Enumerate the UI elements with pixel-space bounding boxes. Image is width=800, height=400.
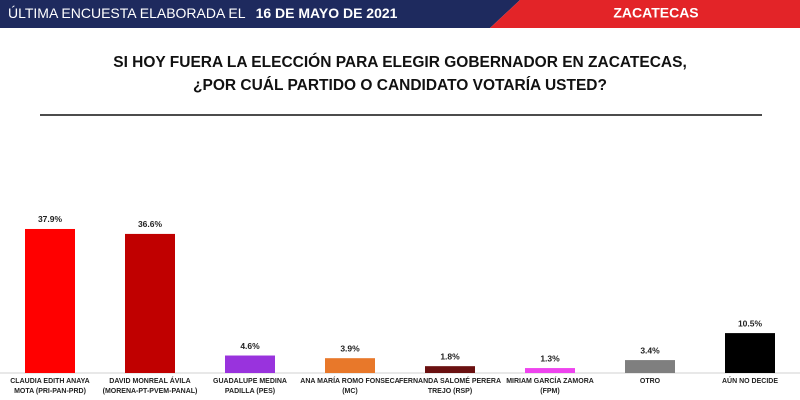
x-tick-label: CLAUDIA EDITH ANAYA <box>10 378 89 385</box>
chart-title: SI HOY FUERA LA ELECCIÓN PARA ELEGIR GOB… <box>113 53 687 71</box>
header-region: ZACATECAS <box>613 5 698 21</box>
header-date: 16 DE MAYO DE 2021 <box>256 5 398 21</box>
header-label: ÚLTIMA ENCUESTA ELABORADA EL 16 DE MAYO D… <box>8 5 398 21</box>
value-label: 3.9% <box>340 343 360 353</box>
x-tick-label: (MORENA-PT-PVEM-PANAL) <box>103 388 198 395</box>
header-region-bar <box>490 0 800 28</box>
value-label: 4.6% <box>240 341 260 351</box>
value-label: 36.6% <box>138 219 163 229</box>
x-tick-label: TREJO (RSP) <box>428 388 472 395</box>
x-tick-label: PADILLA (PES) <box>225 388 275 395</box>
bar <box>625 360 675 373</box>
x-tick-label: OTRO <box>640 378 661 385</box>
bar <box>325 358 375 373</box>
bar <box>225 355 275 373</box>
header-bar <box>0 0 520 28</box>
x-tick-label: FERNANDA SALOMÉ PERERA <box>399 376 501 385</box>
bar <box>725 333 775 373</box>
x-tick-label: MOTA (PRI-PAN-PRD) <box>14 388 86 395</box>
header-label-text: ÚLTIMA ENCUESTA ELABORADA EL <box>8 5 246 21</box>
x-tick-label: DAVID MONREAL ÁVILA <box>109 376 190 385</box>
bar <box>25 228 75 373</box>
bar <box>125 233 175 373</box>
chart-title: ¿POR CUÁL PARTIDO O CANDIDATO VOTARÍA US… <box>193 77 607 94</box>
x-tick-label: (MC) <box>342 388 358 395</box>
x-tick-label: ANA MARÍA ROMO FONSECA <box>300 376 399 385</box>
value-label: 1.8% <box>440 351 460 361</box>
value-label: 37.9% <box>38 214 63 224</box>
x-tick-label: AÚN NO DECIDE <box>722 376 778 385</box>
value-label: 1.3% <box>540 353 560 363</box>
bar <box>525 368 575 373</box>
value-label: 10.5% <box>738 318 763 328</box>
x-tick-label: GUADALUPE MEDINA <box>213 378 287 385</box>
bar <box>425 366 475 373</box>
value-label: 3.4% <box>640 345 660 355</box>
x-tick-label: (FPM) <box>540 388 559 395</box>
x-tick-label: MIRIAM GARCÍA ZAMORA <box>506 376 594 385</box>
